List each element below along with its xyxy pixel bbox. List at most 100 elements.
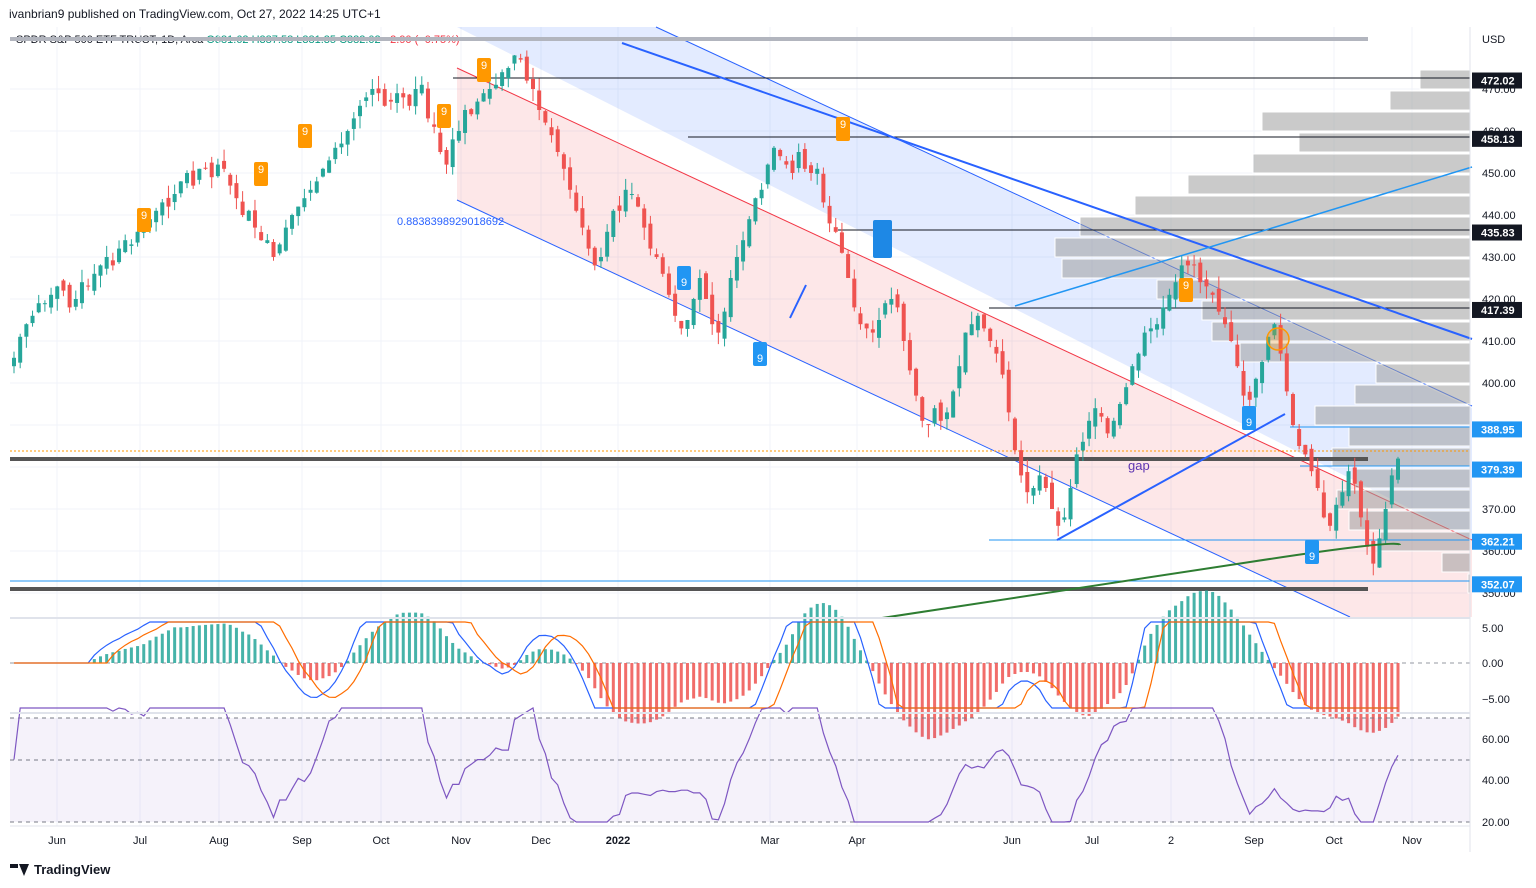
candle-body bbox=[401, 93, 406, 98]
macd-bar bbox=[1235, 616, 1239, 663]
macd-bar bbox=[858, 650, 862, 663]
volume-profile-bar bbox=[1187, 174, 1471, 195]
channel-lower-line bbox=[456, 199, 1351, 618]
candle-body bbox=[734, 257, 739, 281]
macd-bar bbox=[352, 652, 356, 663]
candle-body bbox=[456, 131, 461, 141]
candle-body bbox=[172, 194, 177, 203]
candle-body bbox=[753, 198, 758, 222]
macd-bar bbox=[1384, 663, 1388, 728]
blue-marker-box bbox=[873, 220, 892, 258]
candle-body bbox=[654, 254, 659, 257]
macd-bar bbox=[957, 663, 961, 726]
macd-bar bbox=[1266, 659, 1270, 663]
candle-body bbox=[320, 168, 325, 177]
macd-bar bbox=[1322, 663, 1326, 716]
macd-bar bbox=[247, 634, 251, 663]
candle-body bbox=[395, 93, 400, 103]
candle-body bbox=[963, 332, 968, 373]
candle-body bbox=[778, 149, 783, 157]
candle-body bbox=[413, 89, 418, 107]
macd-bar bbox=[1124, 663, 1128, 686]
macd-bar bbox=[840, 616, 844, 663]
volume-profile-bar bbox=[1134, 195, 1471, 216]
candle-body bbox=[271, 242, 276, 257]
macd-bar bbox=[630, 663, 634, 723]
td-buy-marker bbox=[1242, 406, 1256, 430]
macd-bar bbox=[1260, 651, 1264, 663]
macd-bar bbox=[420, 613, 424, 663]
candle-body bbox=[1019, 450, 1024, 476]
candle-body bbox=[524, 56, 529, 81]
macd-bar bbox=[1291, 663, 1295, 693]
macd-bar bbox=[914, 663, 918, 733]
volume-profile-bar bbox=[1314, 405, 1471, 426]
candle-body bbox=[79, 282, 84, 304]
candle-body bbox=[425, 88, 430, 119]
price-badge-label: 379.39 bbox=[1481, 465, 1515, 477]
macd-bar bbox=[562, 654, 566, 663]
td-buy-marker bbox=[753, 342, 767, 366]
macd-bar bbox=[685, 663, 689, 700]
candle-body bbox=[1321, 492, 1326, 518]
oscillator-tick: 60.00 bbox=[1482, 734, 1510, 746]
macd-bar bbox=[1031, 663, 1035, 674]
candles bbox=[12, 50, 1400, 576]
candle-body bbox=[1198, 262, 1203, 283]
macd-bar bbox=[525, 654, 529, 663]
volume-profile-bar bbox=[1375, 363, 1471, 384]
candle-body bbox=[49, 294, 54, 308]
candle-body bbox=[710, 294, 715, 325]
candle-body bbox=[1210, 292, 1215, 295]
macd-bar bbox=[222, 623, 226, 663]
candle-body bbox=[160, 202, 165, 216]
macd-bar bbox=[865, 660, 869, 663]
candle-body bbox=[1253, 378, 1258, 398]
macd-bar bbox=[451, 642, 455, 663]
macd-bar bbox=[364, 638, 368, 663]
macd-bar bbox=[401, 612, 405, 663]
macd-bar bbox=[550, 649, 554, 663]
candle-body bbox=[333, 147, 338, 160]
macd-bar bbox=[1149, 633, 1153, 663]
candle-body bbox=[1117, 404, 1122, 426]
oscillator-tick: 0.00 bbox=[1482, 658, 1503, 670]
candle-body bbox=[1371, 540, 1376, 564]
time-axis[interactable]: Jun Jul Aug Sep Oct Nov Dec 2022 Mar Apr Jun Jul 2 Se… bbox=[48, 835, 1422, 847]
candle-body bbox=[1111, 420, 1116, 437]
macd-bar bbox=[315, 663, 319, 681]
price-axis[interactable]: 350.00360.00370.00380.00390.00400.00410.… bbox=[1482, 84, 1516, 600]
macd-bar bbox=[1075, 663, 1079, 712]
y-tick-label: 430.00 bbox=[1482, 252, 1516, 264]
candle-body bbox=[104, 257, 109, 269]
macd-bar bbox=[414, 612, 418, 663]
candle-body bbox=[463, 110, 468, 133]
macd-bar bbox=[716, 663, 720, 703]
macd-bar bbox=[370, 631, 374, 663]
candle-body bbox=[1087, 420, 1092, 439]
macd-bar bbox=[432, 621, 436, 663]
macd-bar bbox=[1143, 645, 1147, 663]
macd-bar bbox=[1174, 605, 1178, 663]
tradingview-logo[interactable]: TradingView bbox=[10, 862, 110, 877]
macd-bar bbox=[692, 663, 696, 699]
macd-bar bbox=[821, 603, 825, 663]
macd-bar bbox=[556, 651, 560, 663]
td-sell-label: 9 bbox=[302, 126, 308, 138]
candle-body bbox=[771, 147, 776, 170]
price-badge-label: 435.83 bbox=[1481, 228, 1515, 240]
macd-bar bbox=[123, 648, 127, 663]
macd-bar bbox=[753, 663, 757, 684]
macd-bar bbox=[1272, 663, 1276, 669]
macd-bar bbox=[648, 663, 652, 723]
currency-label: USD bbox=[1482, 34, 1505, 46]
candle-body bbox=[475, 101, 480, 115]
macd-bar bbox=[846, 626, 850, 663]
macd-bar bbox=[265, 650, 269, 663]
x-tick-label: Jun bbox=[48, 835, 66, 847]
macd-bar bbox=[234, 627, 238, 663]
candle-body bbox=[1080, 441, 1085, 451]
macd-bar bbox=[1130, 663, 1134, 674]
macd-bar bbox=[179, 627, 183, 663]
